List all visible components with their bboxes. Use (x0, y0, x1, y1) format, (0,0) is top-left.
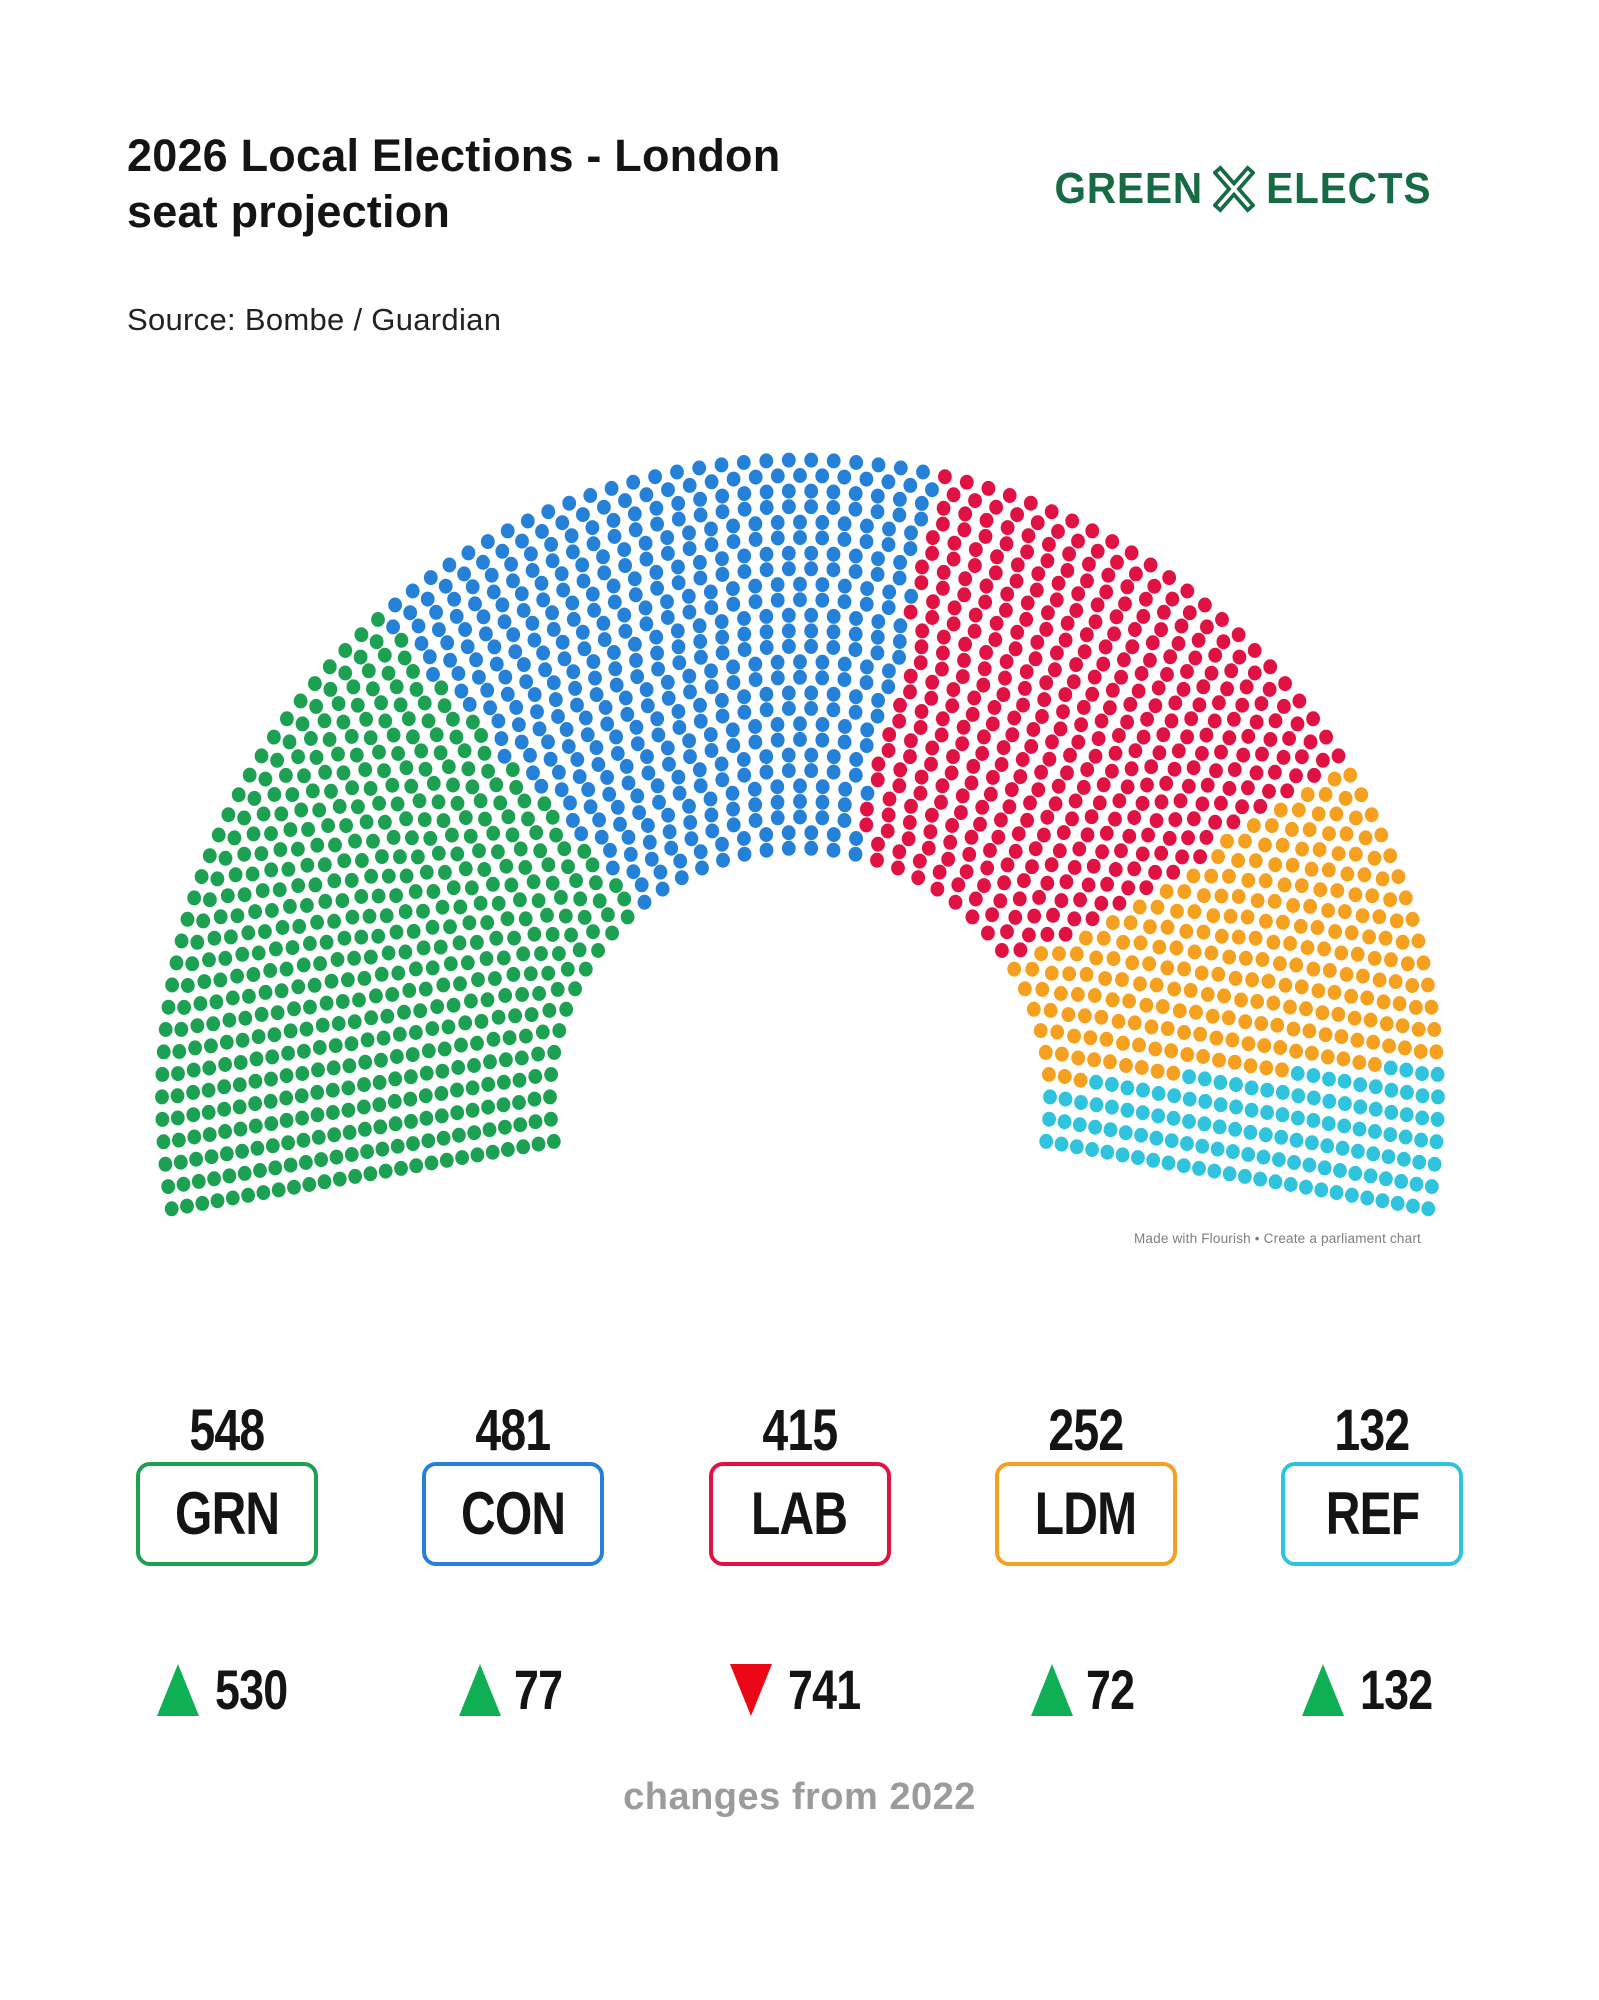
x-mark-icon (1213, 165, 1256, 213)
seat-total-grn: 548 (118, 1402, 336, 1460)
seat-total-ldm: 252 (977, 1402, 1195, 1460)
seat-total-con: 481 (404, 1402, 622, 1460)
up-triangle-icon (157, 1664, 200, 1716)
logo-text-elects: ELECTS (1266, 164, 1432, 213)
party-column-grn: GRN 530 (118, 1402, 336, 1718)
party-badge-ref: REF (1281, 1462, 1463, 1566)
change-con: 77 (458, 1658, 568, 1721)
stats-section: 548 481 415 252 132 GRN 530 CON (0, 1402, 1599, 1819)
party-code-label: REF (1325, 1480, 1419, 1547)
seat-totals-row: 548 481 415 252 132 (118, 1402, 1481, 1460)
party-code-label: CON (461, 1480, 566, 1547)
change-ref: 132 (1302, 1662, 1441, 1718)
seat-total-value: 415 (761, 1398, 838, 1463)
change-value: 741 (787, 1658, 861, 1721)
party-code-label: LAB (751, 1480, 848, 1547)
party-badge-lab: LAB (708, 1462, 891, 1566)
page-title-line1: 2026 Local Elections - London (127, 130, 781, 181)
party-column-con: CON 77 (404, 1402, 622, 1718)
logo-text-green: GREEN (1054, 164, 1204, 213)
party-badge-con: CON (422, 1462, 605, 1566)
seat-total-lab: 415 (691, 1402, 909, 1460)
change-value: 132 (1360, 1658, 1433, 1721)
up-triangle-icon (458, 1664, 501, 1716)
up-triangle-icon (1031, 1664, 1074, 1716)
source-line: Source: Bombe / Guardian (127, 302, 502, 337)
changes-caption: changes from 2022 (623, 1776, 976, 1818)
up-triangle-icon (1302, 1664, 1345, 1716)
page-title-line2: seat projection (127, 185, 451, 237)
party-column-ref: REF 132 (1263, 1402, 1481, 1718)
change-ldm: 72 (1031, 1662, 1140, 1718)
seat-total-ref: 132 (1263, 1402, 1481, 1460)
change-value: 77 (513, 1658, 563, 1721)
party-code-label: LDM (1034, 1480, 1137, 1547)
down-triangle-icon (729, 1664, 772, 1716)
change-lab: 741 (729, 1658, 869, 1721)
party-code-label: GRN (174, 1480, 280, 1547)
seat-total-value: 132 (1334, 1398, 1410, 1463)
seat-total-value: 252 (1048, 1398, 1124, 1463)
page-title: 2026 Local Elections - London seat proje… (127, 128, 780, 240)
party-column-ldm: LDM 72 (977, 1402, 1195, 1718)
change-value: 72 (1086, 1658, 1135, 1721)
party-badge-grn: GRN (136, 1462, 318, 1566)
seat-total-value: 548 (189, 1398, 265, 1463)
greenelects-logo: GREEN ELECTS (1048, 164, 1439, 214)
flourish-watermark[interactable]: Made with Flourish • Create a parliament… (1133, 1231, 1421, 1246)
change-grn: 530 (157, 1662, 296, 1718)
seat-total-value: 481 (475, 1398, 552, 1463)
party-columns-row: GRN 530 CON 77 LAB (118, 1402, 1481, 1718)
party-badge-ldm: LDM (994, 1462, 1177, 1566)
party-column-lab: LAB 741 (691, 1402, 909, 1718)
change-value: 530 (215, 1658, 288, 1721)
